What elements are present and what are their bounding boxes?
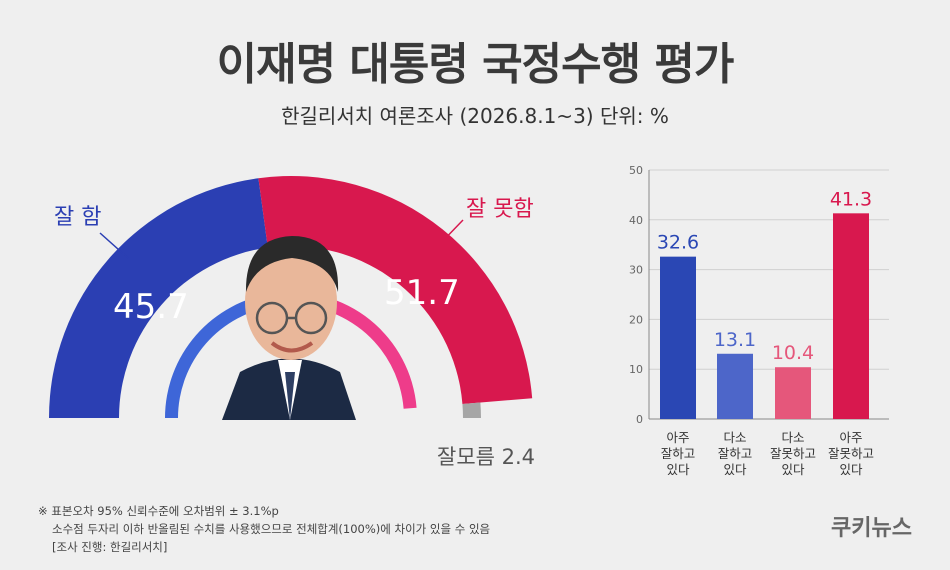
y-tick-label: 30: [629, 264, 643, 277]
x-tick-label: 있다: [723, 462, 747, 477]
gauge-bad-arc: [258, 176, 533, 404]
bar-value-label: 10.4: [772, 342, 814, 364]
footnote-rounding: 소수점 두자리 이하 반올림된 수치를 사용했으므로 전체합계(100%)에 차…: [52, 522, 491, 536]
bar-value-label: 32.6: [657, 232, 699, 254]
x-tick-label: 아주: [839, 430, 862, 445]
bar: [775, 367, 811, 419]
x-tick-label: 다소: [781, 430, 804, 445]
x-tick-label: 있다: [781, 462, 805, 477]
footnote-survey-source: [조사 진행: 한길리서치]: [52, 540, 168, 554]
unknown-label: 잘모름 2.4: [437, 445, 535, 469]
page-title: 이재명 대통령 국정수행 평가: [216, 39, 735, 90]
x-tick-label: 잘하고: [661, 446, 696, 461]
gauge-good-arc: [49, 178, 268, 418]
x-tick-label: 다소: [723, 430, 746, 445]
good-value: 45.7: [113, 287, 189, 327]
good-leader-line: [99, 232, 129, 259]
bar-value-label: 41.3: [830, 188, 872, 210]
gauge-unknown-arc: [462, 402, 481, 418]
x-tick-label: 있다: [839, 462, 863, 477]
gauge-chart: 잘 함 잘 못함 45.7 51.7 잘모름 2.4: [49, 176, 535, 469]
bad-label: 잘 못함: [466, 197, 534, 222]
footnote-error-margin: ※ 표본오차 95% 신뢰수준에 오차범위 ± 3.1%p: [38, 504, 279, 518]
person-portrait: [222, 236, 356, 420]
y-tick-label: 10: [629, 363, 643, 376]
good-label: 잘 함: [54, 205, 101, 230]
y-tick-label: 20: [629, 313, 643, 326]
x-tick-label: 잘하고: [718, 446, 753, 461]
x-tick-label: 아주: [666, 430, 689, 445]
bar-value-label: 13.1: [714, 329, 756, 351]
y-tick-label: 40: [629, 214, 643, 227]
bar: [717, 353, 753, 419]
x-tick-label: 잘못하고: [770, 446, 816, 461]
bar-chart: 0102030405032.6아주잘하고있다13.1다소잘하고있다10.4다소잘…: [629, 164, 889, 477]
bar: [660, 256, 696, 419]
x-tick-label: 있다: [666, 462, 690, 477]
page-subtitle: 한길리서치 여론조사 (2026.8.1~3) 단위: %: [281, 104, 669, 128]
y-tick-label: 0: [636, 413, 643, 426]
bar: [833, 213, 869, 419]
brand-logo: 쿠키뉴스: [831, 516, 912, 541]
bad-value: 51.7: [384, 273, 460, 313]
x-tick-label: 잘못하고: [828, 446, 874, 461]
y-tick-label: 50: [629, 164, 643, 177]
bad-leader-line: [436, 219, 464, 248]
